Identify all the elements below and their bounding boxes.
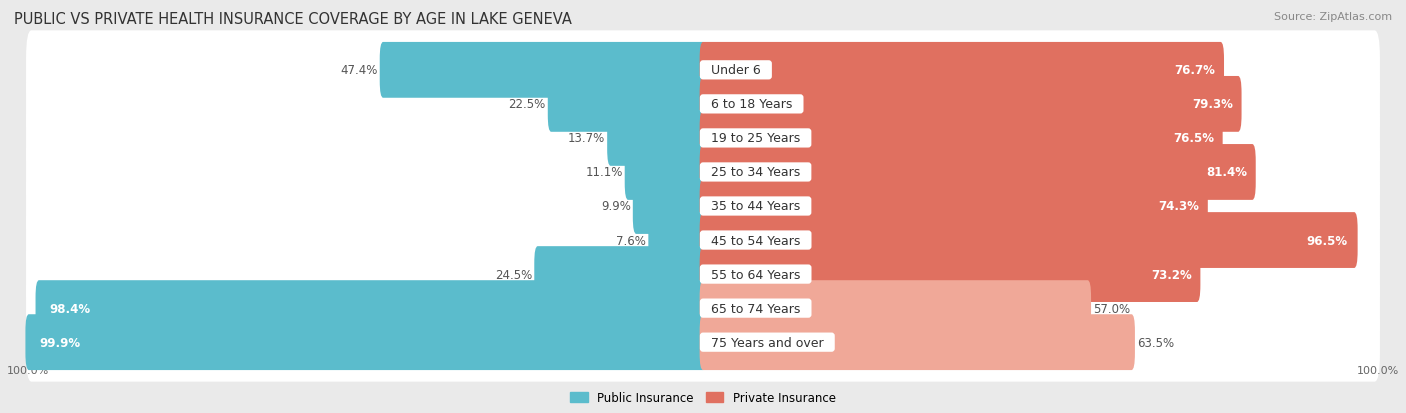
Text: 79.3%: 79.3%	[1192, 98, 1233, 111]
Text: Source: ZipAtlas.com: Source: ZipAtlas.com	[1274, 12, 1392, 22]
Text: 81.4%: 81.4%	[1206, 166, 1247, 179]
Text: 65 to 74 Years: 65 to 74 Years	[703, 302, 808, 315]
FancyBboxPatch shape	[380, 43, 706, 99]
FancyBboxPatch shape	[700, 213, 1358, 268]
Text: 6 to 18 Years: 6 to 18 Years	[703, 98, 800, 111]
FancyBboxPatch shape	[700, 314, 1135, 370]
Text: 25 to 34 Years: 25 to 34 Years	[703, 166, 808, 179]
FancyBboxPatch shape	[35, 280, 706, 336]
FancyBboxPatch shape	[27, 133, 1379, 212]
FancyBboxPatch shape	[27, 269, 1379, 348]
Text: 98.4%: 98.4%	[49, 302, 90, 315]
Text: 76.7%: 76.7%	[1174, 64, 1215, 77]
Text: Under 6: Under 6	[703, 64, 769, 77]
FancyBboxPatch shape	[624, 145, 706, 200]
Text: 57.0%: 57.0%	[1092, 302, 1130, 315]
Text: 76.5%: 76.5%	[1173, 132, 1213, 145]
FancyBboxPatch shape	[27, 201, 1379, 280]
FancyBboxPatch shape	[700, 111, 1223, 166]
FancyBboxPatch shape	[534, 247, 706, 302]
Text: 96.5%: 96.5%	[1306, 234, 1347, 247]
Text: 19 to 25 Years: 19 to 25 Years	[703, 132, 808, 145]
Text: 35 to 44 Years: 35 to 44 Years	[703, 200, 808, 213]
Text: 7.6%: 7.6%	[616, 234, 647, 247]
FancyBboxPatch shape	[27, 65, 1379, 144]
FancyBboxPatch shape	[548, 77, 706, 133]
FancyBboxPatch shape	[27, 31, 1379, 110]
Text: 9.9%: 9.9%	[600, 200, 631, 213]
Text: 74.3%: 74.3%	[1159, 200, 1199, 213]
FancyBboxPatch shape	[700, 280, 1091, 336]
Text: 73.2%: 73.2%	[1152, 268, 1192, 281]
Text: 75 Years and over: 75 Years and over	[703, 336, 831, 349]
FancyBboxPatch shape	[27, 235, 1379, 314]
Text: 11.1%: 11.1%	[585, 166, 623, 179]
FancyBboxPatch shape	[607, 111, 706, 166]
FancyBboxPatch shape	[633, 179, 706, 234]
FancyBboxPatch shape	[700, 179, 1208, 234]
FancyBboxPatch shape	[27, 303, 1379, 382]
Text: 55 to 64 Years: 55 to 64 Years	[703, 268, 808, 281]
Text: 22.5%: 22.5%	[509, 98, 546, 111]
FancyBboxPatch shape	[25, 314, 706, 370]
FancyBboxPatch shape	[700, 145, 1256, 200]
FancyBboxPatch shape	[700, 247, 1201, 302]
FancyBboxPatch shape	[700, 43, 1225, 99]
FancyBboxPatch shape	[648, 213, 706, 268]
Text: 24.5%: 24.5%	[495, 268, 533, 281]
FancyBboxPatch shape	[27, 167, 1379, 246]
FancyBboxPatch shape	[27, 99, 1379, 178]
Text: 99.9%: 99.9%	[39, 336, 80, 349]
Text: 47.4%: 47.4%	[340, 64, 378, 77]
Text: PUBLIC VS PRIVATE HEALTH INSURANCE COVERAGE BY AGE IN LAKE GENEVA: PUBLIC VS PRIVATE HEALTH INSURANCE COVER…	[14, 12, 572, 27]
FancyBboxPatch shape	[700, 77, 1241, 133]
Text: 63.5%: 63.5%	[1137, 336, 1174, 349]
Text: 45 to 54 Years: 45 to 54 Years	[703, 234, 808, 247]
Legend: Public Insurance, Private Insurance: Public Insurance, Private Insurance	[565, 386, 841, 408]
Text: 13.7%: 13.7%	[568, 132, 605, 145]
